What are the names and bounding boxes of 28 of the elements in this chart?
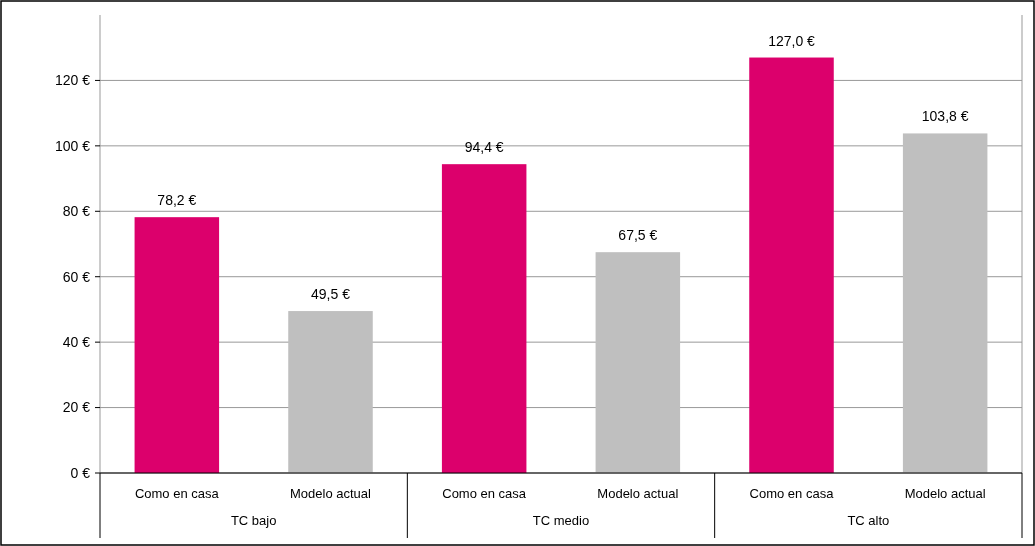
x-tick-label: TC bajo (230, 512, 277, 528)
bar (749, 57, 834, 473)
text: Modelo actual (904, 485, 986, 501)
series-label: Como en casa (134, 485, 220, 501)
data-label: 94,4 € (464, 139, 504, 156)
y-tick-label: 100 € (54, 137, 91, 154)
bar (288, 311, 373, 473)
y-tick-label: 0 € (70, 464, 91, 481)
text: Como en casa (442, 485, 527, 501)
bar (441, 164, 527, 473)
y-tick-label: 20 € (62, 399, 91, 416)
data-label: 127,0 € (768, 32, 816, 49)
y-tick-label: 40 € (62, 334, 91, 351)
y-tick-label: 60 € (62, 268, 91, 285)
data-label: 67,5 € (618, 227, 658, 244)
series-label: Modelo actual (290, 485, 372, 501)
text: Como en casa (749, 485, 834, 501)
text: Modelo actual (597, 485, 679, 501)
bar (902, 133, 988, 473)
y-tick-label: 80 € (62, 203, 91, 220)
bar (595, 252, 681, 473)
x-tick-label: TC alto (847, 512, 890, 528)
bar (134, 217, 220, 473)
data-label: 103,8 € (921, 108, 969, 125)
x-tick-label: TC medio (532, 512, 590, 528)
data-label: 78,2 € (157, 192, 197, 209)
y-tick-label: 120 € (54, 72, 91, 89)
data-label: 49,5 € (311, 286, 351, 303)
